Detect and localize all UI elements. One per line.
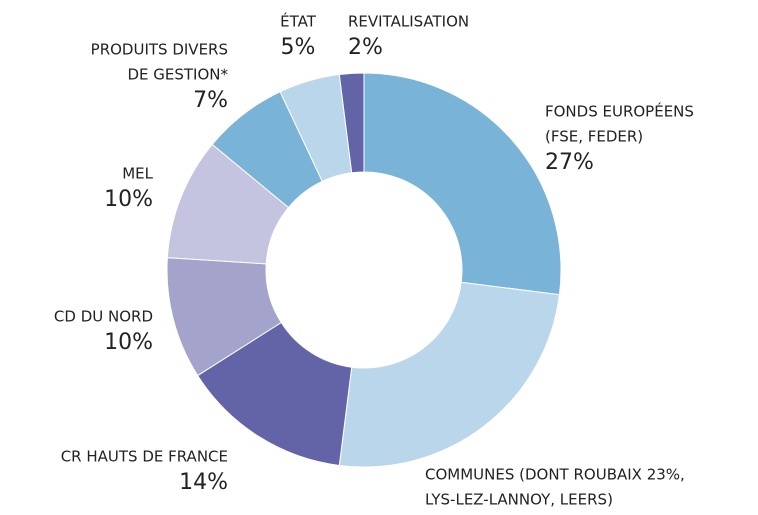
value-label: 27%	[545, 150, 594, 175]
value-label: 10%	[104, 330, 153, 355]
value-label: 10%	[104, 187, 153, 212]
donut-segment	[338, 281, 561, 468]
donut-segment	[363, 72, 562, 296]
category-label: REVITALISATION	[348, 13, 469, 31]
category-label: PRODUITS DIVERS	[91, 41, 228, 59]
value-label: 14%	[179, 470, 228, 495]
value-label: 7%	[193, 88, 228, 113]
category-label: COMMUNES (DONT ROUBAIX 23%,	[425, 466, 685, 484]
donut-segment	[338, 72, 365, 174]
category-label: LYS-LEZ-LANNOY, LEERS)	[425, 491, 613, 509]
category-label: ÉTAT	[280, 12, 317, 31]
category-label: CD DU NORD	[54, 308, 153, 326]
value-label: 2%	[348, 35, 383, 60]
category-label: FONDS EUROPÉENS	[545, 102, 694, 121]
category-label: MEL	[122, 165, 153, 183]
category-label: DE GESTION*	[127, 66, 228, 84]
category-label: (FSE, FEDER)	[545, 128, 643, 146]
category-label: CR HAUTS DE FRANCE	[61, 448, 228, 466]
value-label: 5%	[281, 35, 316, 60]
